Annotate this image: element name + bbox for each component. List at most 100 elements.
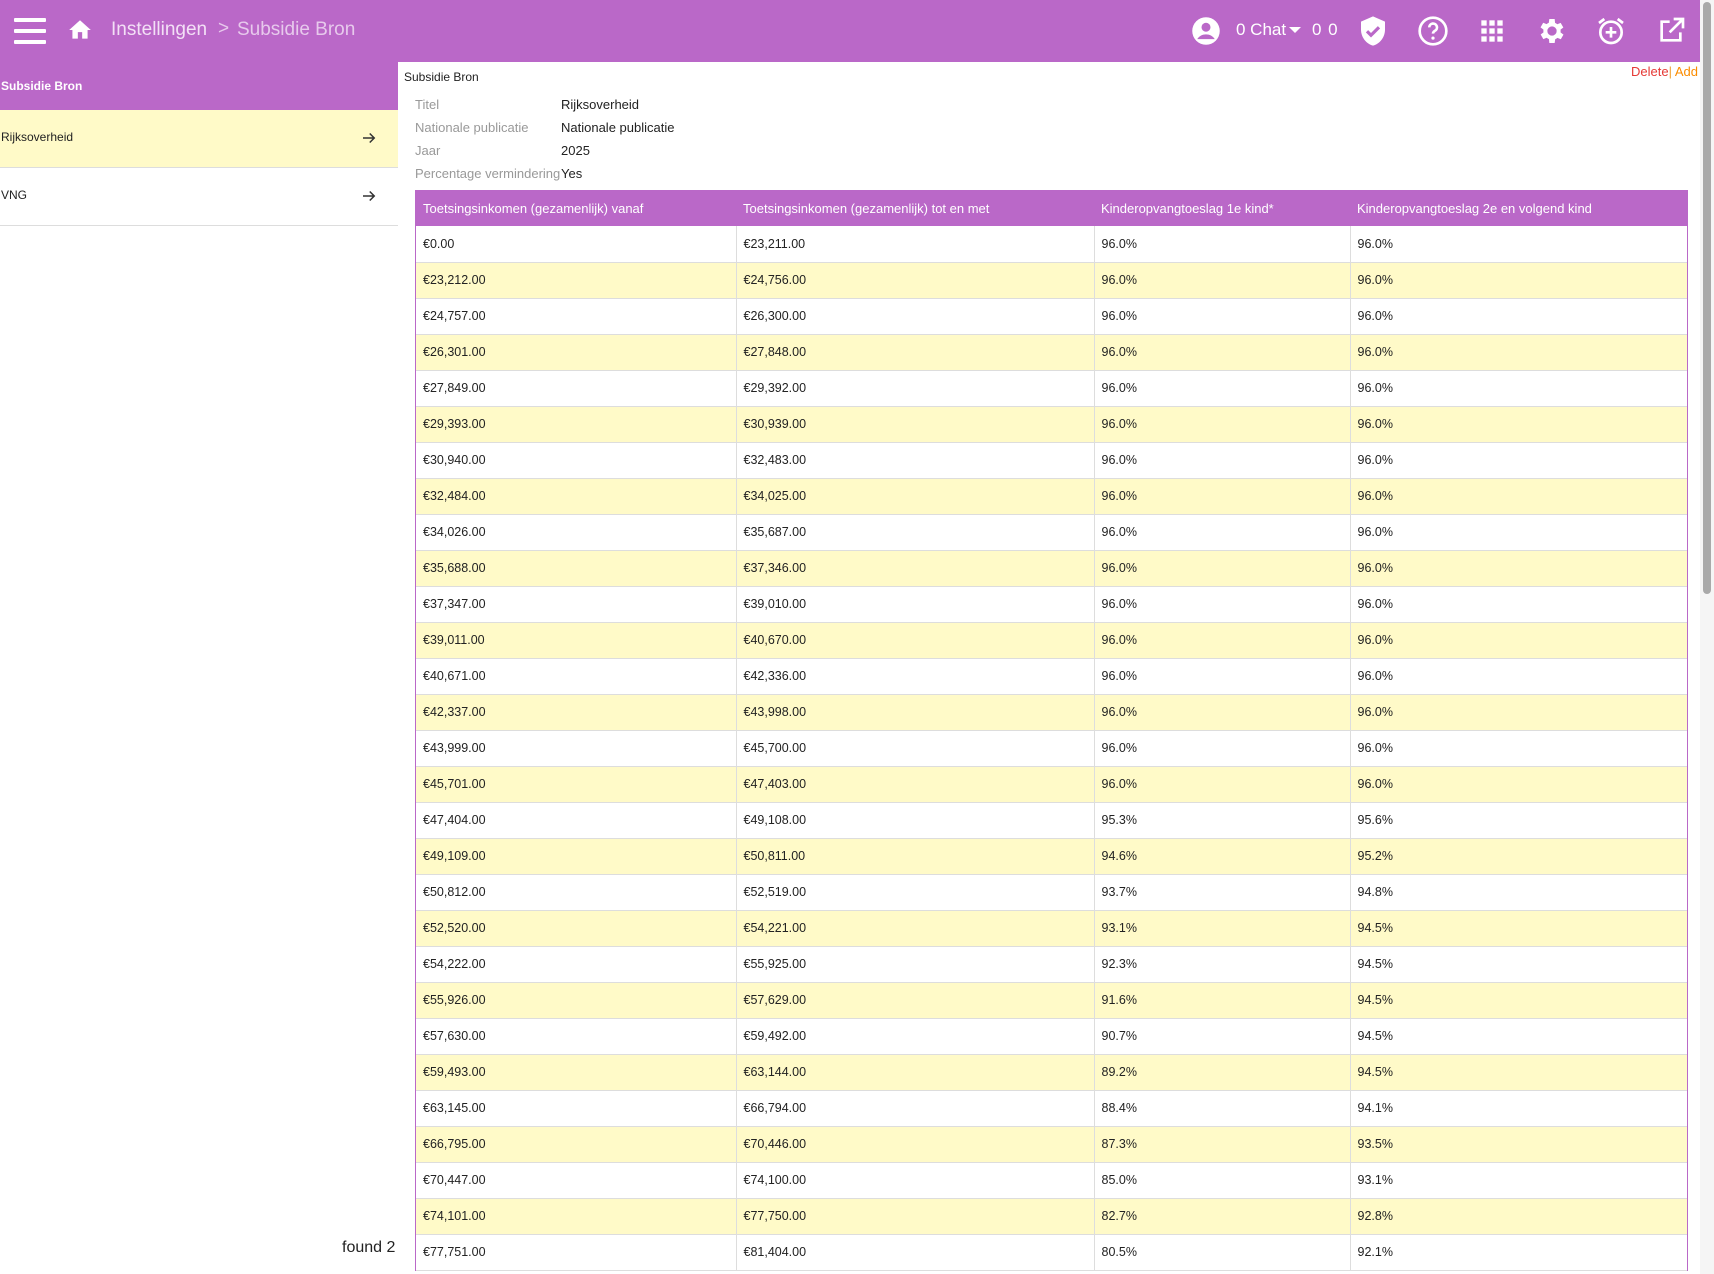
- table-cell: 89.2%: [1094, 1054, 1351, 1091]
- page-scrollbar[interactable]: [1700, 0, 1714, 1274]
- table-cell: €35,687.00: [736, 514, 1095, 551]
- table-row[interactable]: €54,222.00 €55,925.00 92.3% 94.5%: [416, 946, 1687, 983]
- top-app-bar: Instellingen > Subsidie Bron 0 Chat 0 0: [0, 0, 1714, 62]
- table-row[interactable]: €39,011.00 €40,670.00 96.0% 96.0%: [416, 622, 1687, 659]
- table-cell: 95.2%: [1350, 838, 1687, 875]
- shield-check-icon[interactable]: [1357, 15, 1389, 47]
- table-cell: 96.0%: [1350, 622, 1687, 659]
- table-cell: 96.0%: [1350, 766, 1687, 803]
- table-row[interactable]: €23,212.00 €24,756.00 96.0% 96.0%: [416, 262, 1687, 299]
- gear-icon[interactable]: [1536, 15, 1568, 47]
- table-row[interactable]: €57,630.00 €59,492.00 90.7% 94.5%: [416, 1018, 1687, 1055]
- table-cell: 96.0%: [1350, 550, 1687, 587]
- field-label: Titel: [415, 97, 440, 112]
- table-cell: 96.0%: [1350, 478, 1687, 515]
- field-value: Rijksoverheid: [561, 97, 640, 112]
- field-value: 2025: [561, 143, 590, 158]
- apps-grid-icon[interactable]: [1476, 15, 1508, 47]
- table-cell: €74,100.00: [736, 1162, 1095, 1199]
- user-icon[interactable]: [1191, 16, 1221, 46]
- table-cell: €27,848.00: [736, 334, 1095, 371]
- table-cell: 96.0%: [1350, 658, 1687, 695]
- open-external-icon[interactable]: [1655, 15, 1687, 47]
- table-row[interactable]: €34,026.00 €35,687.00 96.0% 96.0%: [416, 514, 1687, 551]
- table-cell: 94.5%: [1350, 1018, 1687, 1055]
- table-cell: €63,145.00: [416, 1090, 737, 1127]
- sidebar: Subsidie Bron Rijksoverheid VNG found 2: [0, 62, 398, 1274]
- table-cell: 96.0%: [1094, 766, 1351, 803]
- table-row[interactable]: €55,926.00 €57,629.00 91.6% 94.5%: [416, 982, 1687, 1019]
- table-cell: 96.0%: [1350, 730, 1687, 767]
- table-cell: €29,392.00: [736, 370, 1095, 407]
- table-row[interactable]: €59,493.00 €63,144.00 89.2% 94.5%: [416, 1054, 1687, 1091]
- table-row[interactable]: €52,520.00 €54,221.00 93.1% 94.5%: [416, 910, 1687, 947]
- table-row[interactable]: €50,812.00 €52,519.00 93.7% 94.8%: [416, 874, 1687, 911]
- table-row[interactable]: €37,347.00 €39,010.00 96.0% 96.0%: [416, 586, 1687, 623]
- sidebar-item-rijksoverheid[interactable]: Rijksoverheid: [0, 110, 398, 168]
- column-header[interactable]: Kinderopvangtoeslag 2e en volgend kind: [1350, 190, 1687, 226]
- table-cell: 96.0%: [1094, 622, 1351, 659]
- sidebar-item-vng[interactable]: VNG: [0, 168, 398, 226]
- table-row[interactable]: €27,849.00 €29,392.00 96.0% 96.0%: [416, 370, 1687, 407]
- table-header-row: Toetsingsinkomen (gezamenlijk) vanaf Toe…: [416, 190, 1687, 226]
- table-cell: €47,404.00: [416, 802, 737, 839]
- table-cell: 96.0%: [1094, 370, 1351, 407]
- table-cell: €70,447.00: [416, 1162, 737, 1199]
- table-row[interactable]: €26,301.00 €27,848.00 96.0% 96.0%: [416, 334, 1687, 371]
- table-cell: €55,925.00: [736, 946, 1095, 983]
- table-cell: €26,301.00: [416, 334, 737, 371]
- table-row[interactable]: €63,145.00 €66,794.00 88.4% 94.1%: [416, 1090, 1687, 1127]
- table-row[interactable]: €74,101.00 €77,750.00 82.7% 92.8%: [416, 1198, 1687, 1235]
- table-row[interactable]: €24,757.00 €26,300.00 96.0% 96.0%: [416, 298, 1687, 335]
- table-row[interactable]: €32,484.00 €34,025.00 96.0% 96.0%: [416, 478, 1687, 515]
- table-cell: €63,144.00: [736, 1054, 1095, 1091]
- table-cell: 92.8%: [1350, 1198, 1687, 1235]
- table-cell: 93.1%: [1350, 1162, 1687, 1199]
- column-header[interactable]: Toetsingsinkomen (gezamenlijk) tot en me…: [736, 190, 1094, 226]
- table-row[interactable]: €0.00 €23,211.00 96.0% 96.0%: [416, 226, 1687, 263]
- menu-icon[interactable]: [14, 18, 46, 44]
- chevron-down-icon[interactable]: [1289, 27, 1301, 33]
- table-row[interactable]: €43,999.00 €45,700.00 96.0% 96.0%: [416, 730, 1687, 767]
- sidebar-item-label: Rijksoverheid: [1, 130, 74, 144]
- table-row[interactable]: €40,671.00 €42,336.00 96.0% 96.0%: [416, 658, 1687, 695]
- table-cell: 85.0%: [1094, 1162, 1351, 1199]
- table-cell: €77,751.00: [416, 1234, 737, 1271]
- breadcrumb-instellingen[interactable]: Instellingen: [111, 19, 208, 40]
- table-cell: €50,811.00: [736, 838, 1095, 875]
- column-header[interactable]: Toetsingsinkomen (gezamenlijk) vanaf: [416, 190, 736, 226]
- table-row[interactable]: €42,337.00 €43,998.00 96.0% 96.0%: [416, 694, 1687, 731]
- alarm-add-icon[interactable]: [1595, 15, 1627, 47]
- column-header[interactable]: Kinderopvangtoeslag 1e kind*: [1094, 190, 1350, 226]
- home-icon[interactable]: [67, 17, 93, 43]
- table-cell: €40,670.00: [736, 622, 1095, 659]
- table-cell: €81,404.00: [736, 1234, 1095, 1271]
- help-icon[interactable]: [1417, 15, 1449, 47]
- table-cell: 93.1%: [1094, 910, 1351, 947]
- table-row[interactable]: €45,701.00 €47,403.00 96.0% 96.0%: [416, 766, 1687, 803]
- table-cell: 96.0%: [1350, 226, 1687, 263]
- table-cell: 90.7%: [1094, 1018, 1351, 1055]
- table-row[interactable]: €77,751.00 €81,404.00 80.5% 92.1%: [416, 1234, 1687, 1271]
- table-cell: 94.5%: [1350, 1054, 1687, 1091]
- table-row[interactable]: €49,109.00 €50,811.00 94.6% 95.2%: [416, 838, 1687, 875]
- table-row[interactable]: €70,447.00 €74,100.00 85.0% 93.1%: [416, 1162, 1687, 1199]
- table-cell: 94.5%: [1350, 946, 1687, 983]
- table-row[interactable]: €30,940.00 €32,483.00 96.0% 96.0%: [416, 442, 1687, 479]
- actions-separator: |: [1668, 64, 1672, 79]
- table-row[interactable]: €47,404.00 €49,108.00 95.3% 95.6%: [416, 802, 1687, 839]
- table-cell: €35,688.00: [416, 550, 737, 587]
- table-cell: 96.0%: [1094, 550, 1351, 587]
- field-value: Yes: [561, 166, 583, 181]
- field-label: Percentage vermindering: [415, 166, 561, 181]
- detail-panel: Subsidie Bron Delete| Add Titel Rijksove…: [398, 62, 1700, 1274]
- table-row[interactable]: €35,688.00 €37,346.00 96.0% 96.0%: [416, 550, 1687, 587]
- add-link[interactable]: Add: [1674, 64, 1698, 79]
- chat-dropdown[interactable]: 0 Chat: [1236, 20, 1287, 39]
- table-cell: 94.1%: [1350, 1090, 1687, 1127]
- scrollbar-thumb[interactable]: [1703, 2, 1711, 594]
- table-row[interactable]: €29,393.00 €30,939.00 96.0% 96.0%: [416, 406, 1687, 443]
- table-cell: 92.3%: [1094, 946, 1351, 983]
- delete-link[interactable]: Delete: [1630, 64, 1669, 79]
- table-row[interactable]: €66,795.00 €70,446.00 87.3% 93.5%: [416, 1126, 1687, 1163]
